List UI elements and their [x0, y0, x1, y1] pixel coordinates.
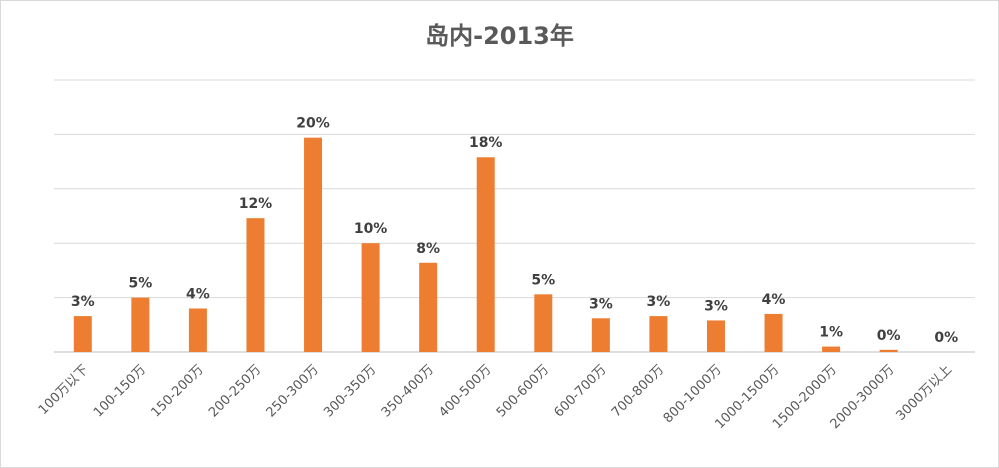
- bar: [822, 346, 841, 352]
- data-label: 0%: [877, 328, 901, 344]
- x-tick-label: 800-1000万: [661, 362, 725, 426]
- bar: [879, 349, 898, 352]
- bar: [246, 218, 265, 352]
- x-tick-label: 400-500万: [436, 362, 494, 420]
- bar: [419, 262, 438, 352]
- data-label: 8%: [416, 241, 440, 257]
- bar: [706, 320, 725, 352]
- x-tick-label: 250-300万: [264, 362, 322, 420]
- x-tick-label: 600-700万: [551, 362, 609, 420]
- bar: [649, 316, 668, 352]
- x-tick-label: 150-200万: [149, 362, 207, 420]
- data-label: 1%: [819, 325, 843, 341]
- bar: [591, 318, 610, 352]
- data-label: 3%: [704, 298, 728, 314]
- bar: [764, 313, 783, 352]
- data-label: 18%: [469, 135, 503, 151]
- bars: [73, 137, 898, 352]
- bar: [73, 316, 92, 352]
- x-tick-label: 3000万以上: [893, 362, 955, 424]
- gridlines: [54, 79, 975, 353]
- data-label: 5%: [531, 272, 555, 288]
- data-label: 3%: [647, 294, 671, 310]
- bar: [304, 137, 323, 352]
- x-tick-label: 200-250万: [206, 362, 264, 420]
- bar: [476, 157, 495, 352]
- x-tick-label: 350-400万: [379, 362, 437, 420]
- data-label: 4%: [762, 292, 786, 308]
- x-tick-label: 100万以下: [36, 362, 92, 418]
- bar: [361, 243, 380, 352]
- bar: [188, 308, 207, 352]
- x-tick-label: 500-600万: [494, 362, 552, 420]
- data-labels: 3% 5% 4% 12% 20% 10% 8% 18% 5% 3% 3% 3% 4% 1% 0% 0%: [71, 116, 958, 346]
- x-tick-label: 100-150万: [91, 362, 149, 420]
- data-label: 3%: [589, 296, 613, 312]
- data-label: 4%: [186, 286, 210, 302]
- data-label: 12%: [239, 196, 273, 212]
- data-label: 20%: [296, 116, 330, 132]
- data-label: 3%: [71, 294, 95, 310]
- data-label: 10%: [354, 221, 388, 237]
- bar: [131, 297, 150, 352]
- x-tick-label: 300-350万: [321, 362, 379, 420]
- x-axis-labels: 100万以下 100-150万 150-200万 200-250万 250-300万 30…: [36, 362, 955, 432]
- data-label: 0%: [934, 330, 958, 346]
- chart-title: 岛内-2013年: [425, 22, 574, 50]
- x-tick-label: 700-800万: [609, 362, 667, 420]
- data-label: 5%: [128, 276, 152, 292]
- bar: [534, 294, 553, 352]
